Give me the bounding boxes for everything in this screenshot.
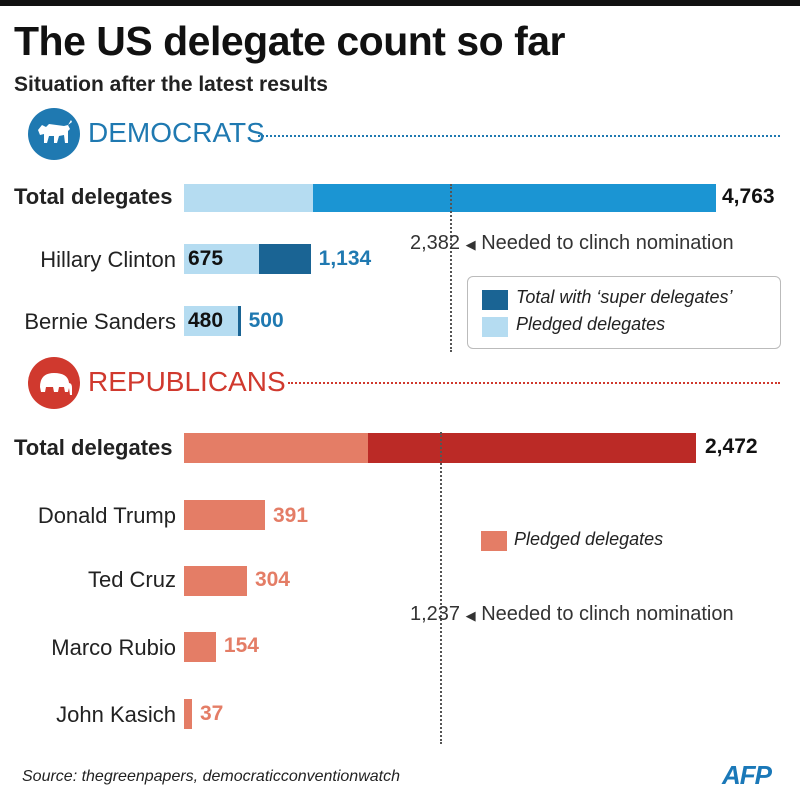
dem-total-pledged-bar [184,184,313,212]
rep-total-value: 2,472 [705,435,758,458]
chart-subtitle: Situation after the latest results [14,73,328,96]
rubio-value: 154 [223,634,259,657]
legend-label-pledged: Pledged delegates [516,314,666,334]
clinton-super-bar [259,244,311,274]
rep-legend-swatch [481,531,507,551]
rep-needed-value: 1,237 [410,603,461,625]
republicans-divider [288,382,780,384]
trump-value: 391 [272,504,309,527]
kasich-pledged-bar [184,699,192,729]
rep-total-light-bar [184,433,368,463]
trump-pledged-bar [184,500,265,530]
dem-needed-annotation: 2,382 ◀ Needed to clinch nomination [410,232,734,255]
triangle-left-icon: ◀ [465,608,476,623]
cruz-value: 304 [254,568,290,591]
clinton-total-value: 1,134 [318,247,372,270]
rep-total-label: Total delegates [14,435,173,460]
clinton-pledged-bar [184,244,260,274]
sanders-pledged-bar [184,306,238,336]
rep-legend-label: Pledged delegates [514,529,664,549]
dem-needed-line [450,184,453,352]
chart-title: The US delegate count so far [14,18,566,64]
dem-total-super-bar [313,184,716,212]
triangle-left-icon: ◀ [465,237,476,252]
democrats-divider [258,135,780,137]
kasich-value: 37 [200,702,224,725]
candidate-label-trump: Donald Trump [37,503,176,528]
dem-needed-value: 2,382 [410,232,461,254]
legend-swatch-super [482,290,508,310]
dem-legend: Total with ‘super delegates’ Pledged del… [467,276,781,349]
rep-total-dark-bar [368,433,696,463]
candidate-label-sanders: Bernie Sanders [24,309,176,334]
top-rule [0,0,800,6]
rep-needed-line [440,432,443,744]
donkey-icon [28,108,80,160]
dem-needed-text: Needed to clinch nomination [481,232,734,254]
dem-total-label: Total delegates [14,184,173,209]
dem-total-value: 4,763 [722,185,775,208]
rep-needed-annotation: 1,237 ◀ Needed to clinch nomination [410,603,734,626]
candidate-label-cruz: Ted Cruz [87,567,176,592]
clinton-pledged-value: 675 [188,247,224,270]
cruz-pledged-bar [184,566,247,596]
elephant-icon [28,357,80,409]
rubio-pledged-bar [184,632,216,662]
democrats-heading: DEMOCRATS [88,117,265,148]
rep-needed-text: Needed to clinch nomination [481,603,734,625]
legend-swatch-pledged [482,317,508,337]
source-note: Source: thegreenpapers, democraticconven… [22,768,400,785]
sanders-pledged-value: 480 [188,309,224,332]
afp-logo: AFP [722,760,772,790]
sanders-total-value: 500 [248,309,284,332]
sanders-super-bar [237,306,241,336]
republicans-heading: REPUBLICANS [88,366,286,397]
legend-label-super: Total with ‘super delegates’ [516,287,733,307]
candidate-label-rubio: Marco Rubio [51,635,176,660]
candidate-label-kasich: John Kasich [56,702,176,727]
candidate-label-clinton: Hillary Clinton [40,247,176,272]
